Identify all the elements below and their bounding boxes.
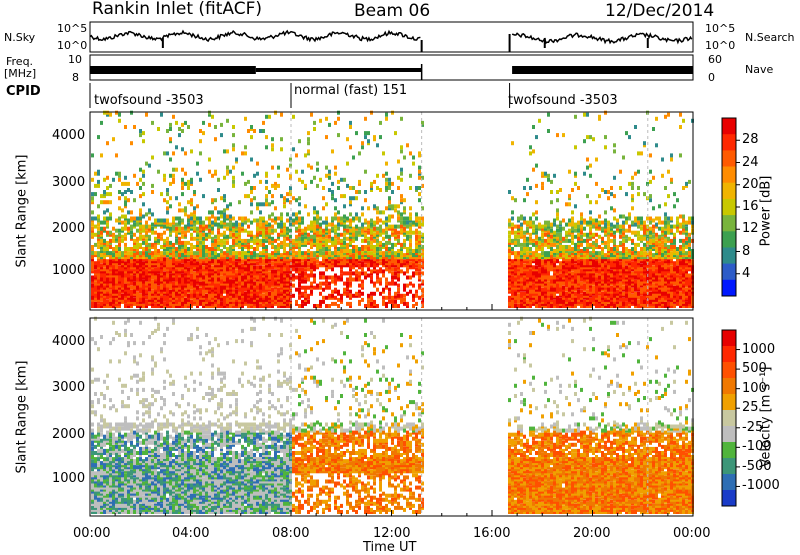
freq-band-2 [256, 68, 422, 72]
xtick-4: 16:00 [473, 527, 510, 540]
power-colorbar-swatch [722, 215, 736, 232]
power-colorbar-tick: 4 [742, 267, 750, 280]
freq-label-1: Freq. [6, 56, 33, 67]
xtick-3: 12:00 [373, 527, 410, 540]
power-colorbar-swatch [722, 280, 736, 297]
velocity-ytick-3000: 3000 [52, 381, 85, 394]
noise-search-label: N.Search [745, 32, 795, 43]
velocity-colorbar-swatch [722, 426, 736, 443]
power-colorbar-tick: 16 [742, 200, 759, 213]
power-ylabel: Slant Range [km] [16, 155, 29, 268]
beam-label: Beam 06 [354, 3, 430, 20]
velocity-colorbar-swatch [722, 378, 736, 395]
xtick-6: 00:00 [673, 527, 710, 540]
velocity-ytick-1000: 1000 [52, 472, 85, 485]
cpid-label: CPID [6, 85, 41, 98]
power-colorbar [722, 118, 740, 297]
cpid-segment-2: normal (fast) 151 [294, 84, 407, 97]
noise-sky-trace-1 [90, 31, 420, 41]
xtick-2: 08:00 [272, 527, 309, 540]
velocity-colorbar-tick: 100 [742, 382, 767, 395]
power-colorbar-tick: 20 [742, 178, 759, 191]
xlabel: Time UT [363, 541, 416, 554]
power-colorbar-swatch [722, 264, 736, 281]
power-colorbar-tick: 12 [742, 222, 759, 235]
xtick-0: 00:00 [73, 527, 110, 540]
velocity-colorbar-swatch [722, 346, 736, 363]
xtick-5: 20:00 [573, 527, 610, 540]
power-colorbar-swatch [722, 134, 736, 151]
power-colorbar-swatch [722, 150, 736, 167]
xtick-1: 04:00 [172, 527, 209, 540]
velocity-heatmap [91, 317, 694, 516]
power-ytick-2000: 2000 [52, 222, 85, 235]
power-colorbar-swatch [722, 248, 736, 265]
velocity-colorbar-tick: 1000 [742, 343, 775, 356]
power-ytick-3000: 3000 [52, 176, 85, 189]
freq-label-2: [MHz] [4, 68, 36, 79]
velocity-ylabel: Slant Range [km] [16, 361, 29, 474]
power-ytick-4000: 4000 [52, 129, 85, 142]
station-title: Rankin Inlet (fitACF) [92, 1, 262, 18]
velocity-colorbar-swatch [722, 474, 736, 491]
cpid-segment-1: twofsound -3503 [94, 94, 204, 107]
noise-sky-label: N.Sky [4, 32, 35, 43]
nave-tick-bottom: 0 [708, 72, 715, 83]
velocity-colorbar-tick: -100 [742, 440, 772, 453]
velocity-ytick-2000: 2000 [52, 428, 85, 441]
velocity-colorbar-tick: 500 [742, 362, 767, 375]
velocity-colorbar-tick: 25 [742, 401, 759, 414]
noise-tick-top: 10^5 [57, 23, 87, 34]
power-colorbar-swatch [722, 199, 736, 216]
velocity-colorbar-tick: -1000 [742, 479, 780, 492]
velocity-ytick-4000: 4000 [52, 335, 85, 348]
date-label: 12/Dec/2014 [605, 3, 714, 20]
noise-tick-bottom-right: 10^0 [705, 40, 735, 51]
power-colorbar-swatch [722, 118, 736, 135]
velocity-colorbar-tick: -500 [742, 460, 772, 473]
noise-sky-trace-2 [512, 33, 692, 43]
velocity-colorbar-swatch [722, 410, 736, 427]
power-colorbar-swatch [722, 231, 736, 248]
velocity-colorbar-swatch [722, 362, 736, 379]
power-colorbar-swatch [722, 167, 736, 184]
velocity-colorbar-swatch [722, 394, 736, 411]
freq-tick-top: 10 [68, 54, 82, 65]
velocity-colorbar [722, 330, 740, 507]
power-colorbar-tick: 24 [742, 156, 759, 169]
power-heatmap [91, 111, 694, 310]
noise-tick-top-right: 10^5 [705, 23, 735, 34]
velocity-colorbar-swatch [722, 442, 736, 459]
velocity-colorbar-swatch [722, 330, 736, 347]
noise-panel-frame [90, 22, 693, 52]
power-ytick-1000: 1000 [52, 264, 85, 277]
power-colorbar-tick: 28 [742, 133, 759, 146]
velocity-colorbar-tick: -25 [742, 421, 763, 434]
power-colorbar-tick: 8 [742, 245, 750, 258]
freq-band-3 [512, 66, 693, 74]
power-colorbar-label: Power [dB] [760, 176, 773, 247]
nave-tick-top: 60 [708, 54, 722, 65]
velocity-colorbar-swatch [722, 490, 736, 507]
cpid-segment-3: twofsound -3503 [508, 94, 618, 107]
freq-band-1 [90, 66, 256, 74]
power-colorbar-swatch [722, 183, 736, 200]
nave-label: Nave [745, 64, 773, 75]
velocity-colorbar-swatch [722, 458, 736, 475]
noise-tick-bottom: 10^0 [57, 40, 87, 51]
freq-tick-bottom: 8 [72, 72, 79, 83]
